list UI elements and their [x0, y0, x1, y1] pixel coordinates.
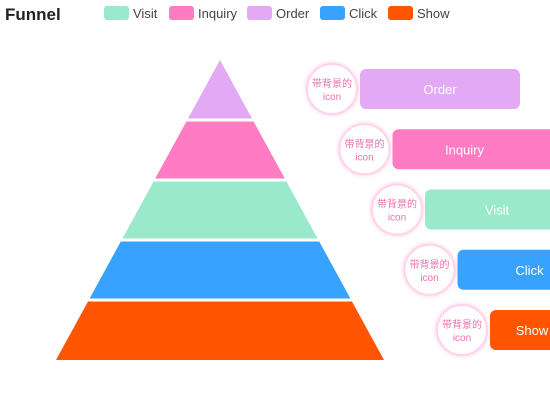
label-bar-text: Order — [423, 82, 457, 97]
background-icon — [403, 243, 456, 296]
icon-label-line1: 带背景的 — [345, 137, 385, 150]
label-bar-text: Show — [516, 323, 549, 338]
legend-item-inquiry[interactable]: Inquiry — [169, 6, 238, 21]
icon-label-line2: icon — [355, 152, 373, 163]
label-bar-show[interactable]: Show 带背景的 icon — [436, 304, 550, 356]
label-bar-order[interactable]: Order 带背景的 icon — [306, 63, 520, 115]
label-bar-text: Visit — [485, 203, 510, 218]
legend-label: Click — [349, 6, 378, 21]
legend-item-order[interactable]: Order — [247, 6, 310, 21]
label-bar-rect — [360, 69, 520, 109]
icon-label-line2: icon — [323, 92, 341, 103]
icon-label-line2: icon — [388, 213, 406, 224]
icon-label-line1: 带背景的 — [410, 258, 450, 271]
legend-swatch — [388, 6, 413, 20]
legend-swatch — [247, 6, 272, 20]
legend-item-click[interactable]: Click — [320, 6, 378, 21]
background-icon — [371, 183, 423, 236]
background-icon — [338, 123, 391, 176]
label-bar-visit[interactable]: Visit 带背景的 icon — [371, 183, 550, 236]
funnel-layer-order[interactable] — [188, 60, 252, 119]
legend-label: Show — [417, 6, 450, 21]
legend-label: Order — [276, 6, 310, 21]
funnel-layers — [56, 60, 384, 360]
icon-label-line2: icon — [420, 273, 438, 284]
label-bars: Order 带背景的 icon Inquiry 带背景的 icon Visit 带背景的 ico… — [306, 63, 550, 356]
legend-swatch — [320, 6, 345, 20]
funnel-layer-click[interactable] — [89, 241, 351, 299]
icon-label-line2: icon — [453, 333, 471, 344]
legend-label: Visit — [133, 6, 158, 21]
icon-label-line1: 带背景的 — [377, 198, 417, 211]
label-bar-inquiry[interactable]: Inquiry 带背景的 icon — [338, 123, 550, 176]
chart-title: Funnel — [5, 5, 61, 24]
legend-swatch — [104, 6, 129, 20]
label-bar-rect — [490, 310, 550, 350]
funnel-layer-inquiry[interactable] — [155, 121, 285, 179]
label-bar-rect — [392, 129, 550, 170]
label-bar-text: Click — [515, 263, 544, 278]
legend-item-show[interactable]: Show — [388, 6, 450, 21]
legend-swatch — [169, 6, 194, 20]
background-icon — [436, 304, 488, 356]
legend: Visit Inquiry Order Click Show — [104, 6, 450, 21]
funnel-layer-show[interactable] — [56, 301, 384, 361]
legend-item-visit[interactable]: Visit — [104, 6, 158, 21]
icon-label-line1: 带背景的 — [442, 318, 482, 331]
icon-label-line1: 带背景的 — [312, 77, 352, 90]
label-bar-rect — [425, 189, 550, 230]
label-bar-rect — [457, 249, 550, 290]
funnel-layer-visit[interactable] — [122, 181, 318, 239]
legend-label: Inquiry — [198, 6, 238, 21]
label-bar-click[interactable]: Click 带背景的 icon — [403, 243, 550, 296]
label-bar-text: Inquiry — [445, 142, 485, 157]
background-icon — [306, 63, 358, 115]
